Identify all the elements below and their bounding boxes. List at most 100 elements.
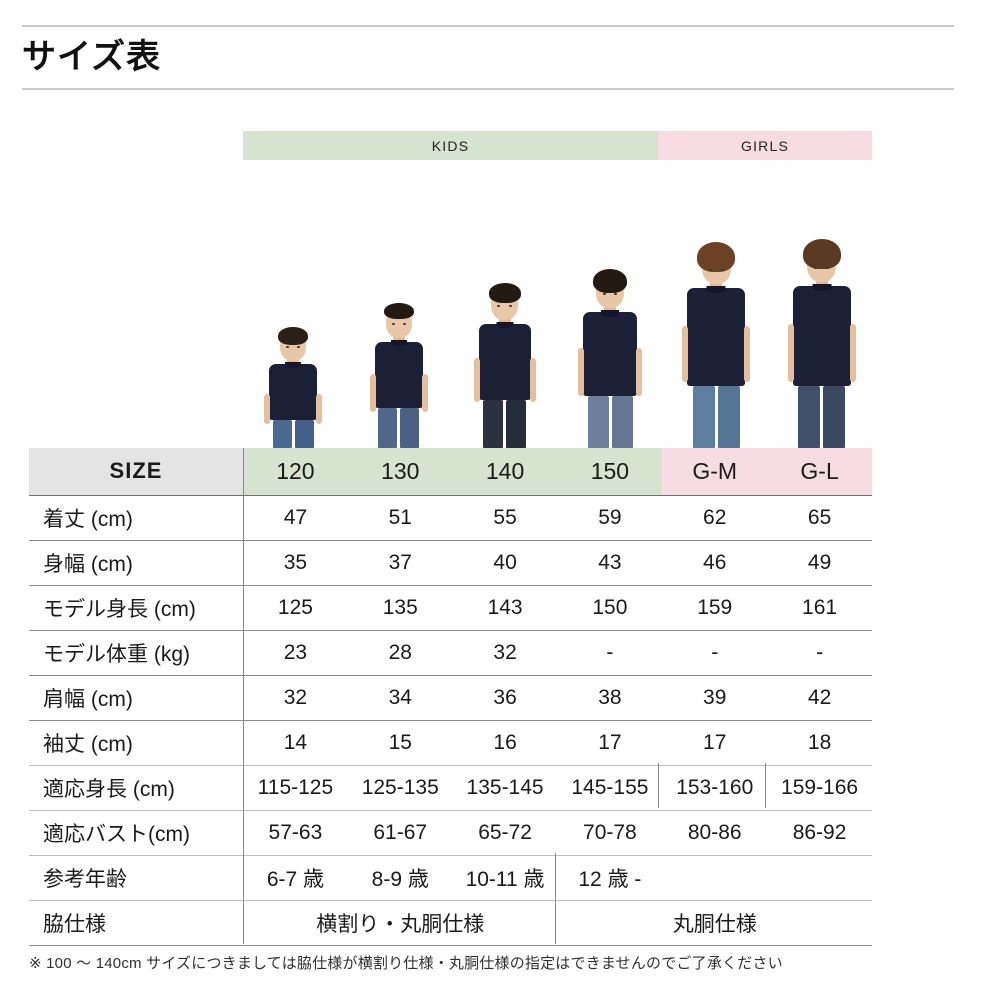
model-photo-strip — [243, 196, 872, 448]
cell-model-weight-130: 28 — [347, 630, 453, 676]
table-row-fit-bust: 適応バスト(cm) 57-63 61-67 65-72 70-78 80-86 … — [29, 810, 872, 856]
cell-fit-bust-120: 57-63 — [243, 810, 348, 856]
cell-katahaba-g-l: 42 — [767, 675, 872, 721]
cell-kitake-120: 47 — [243, 495, 348, 541]
row-label-fit-height: 適応身長 (cm) — [29, 765, 243, 811]
size-table: SIZE 120 130 140 150 G-M G-L 着丈 (cm) 47 … — [29, 448, 872, 946]
cell-ref-age-130: 8-9 歳 — [347, 855, 453, 901]
cell-katahaba-150: 38 — [557, 675, 663, 721]
header-cell-130: 130 — [347, 448, 453, 496]
row-label-sodetake: 袖丈 (cm) — [29, 720, 243, 766]
table-vertical-rule-gl — [765, 763, 766, 808]
cell-fit-height-140: 135-145 — [452, 765, 558, 811]
size-table-header-row: SIZE 120 130 140 150 G-M G-L — [29, 448, 872, 496]
cell-mihaba-130: 37 — [347, 540, 453, 586]
table-vertical-rule-150 — [555, 853, 556, 944]
cell-katahaba-120: 32 — [243, 675, 348, 721]
cell-side-spec-girls: 丸胴仕様 — [557, 900, 872, 946]
cell-kitake-140: 55 — [452, 495, 558, 541]
row-label-fit-bust: 適応バスト(cm) — [29, 810, 243, 856]
cell-model-weight-g-l: - — [767, 630, 872, 676]
header-cell-150: 150 — [557, 448, 663, 496]
cell-fit-height-g-m: 153-160 — [662, 765, 768, 811]
cell-model-height-140: 143 — [452, 585, 558, 631]
row-label-mihaba: 身幅 (cm) — [29, 540, 243, 586]
row-label-kitake: 着丈 (cm) — [29, 495, 243, 541]
cell-model-weight-150: - — [557, 630, 663, 676]
table-row-fit-height: 適応身長 (cm) 115-125 125-135 135-145 145-15… — [29, 765, 872, 811]
cell-mihaba-140: 40 — [452, 540, 558, 586]
cell-mihaba-120: 35 — [243, 540, 348, 586]
table-row-kitake: 着丈 (cm) 47 51 55 59 62 65 — [29, 495, 872, 541]
category-bar-kids: KIDS — [243, 131, 658, 160]
cell-side-spec-kids: 横割り・丸胴仕様 — [243, 900, 558, 946]
cell-fit-bust-g-l: 86-92 — [767, 810, 872, 856]
cell-ref-age-150: 12 歳 - — [557, 855, 663, 901]
row-label-side-spec: 脇仕様 — [29, 900, 243, 946]
cell-sodetake-140: 16 — [452, 720, 558, 766]
row-label-katahaba: 肩幅 (cm) — [29, 675, 243, 721]
cell-ref-age-g-m — [662, 855, 768, 901]
cell-fit-bust-g-m: 80-86 — [662, 810, 768, 856]
cell-ref-age-120: 6-7 歳 — [243, 855, 348, 901]
cell-katahaba-140: 36 — [452, 675, 558, 721]
cell-sodetake-120: 14 — [243, 720, 348, 766]
cell-sodetake-130: 15 — [347, 720, 453, 766]
cell-model-weight-g-m: - — [662, 630, 768, 676]
header-cell-g-m: G-M — [662, 448, 768, 496]
table-row-sodetake: 袖丈 (cm) 14 15 16 17 17 18 — [29, 720, 872, 766]
cell-model-height-120: 125 — [243, 585, 348, 631]
row-label-model-weight: モデル体重 (kg) — [29, 630, 243, 676]
cell-kitake-g-m: 62 — [662, 495, 768, 541]
model-figure-g-m — [666, 242, 766, 448]
cell-fit-bust-130: 61-67 — [347, 810, 453, 856]
cell-fit-height-120: 115-125 — [243, 765, 348, 811]
cell-sodetake-150: 17 — [557, 720, 663, 766]
category-bar-girls: GIRLS — [658, 131, 872, 160]
model-figure-130 — [349, 303, 449, 448]
table-row-model-height: モデル身長 (cm) 125 135 143 150 159 161 — [29, 585, 872, 631]
table-vertical-rule-gm — [658, 763, 659, 808]
cell-mihaba-g-m: 46 — [662, 540, 768, 586]
cell-model-weight-120: 23 — [243, 630, 348, 676]
table-row-model-weight: モデル体重 (kg) 23 28 32 - - - — [29, 630, 872, 676]
cell-model-height-g-m: 159 — [662, 585, 768, 631]
cell-fit-height-130: 125-135 — [347, 765, 453, 811]
header-cell-g-l: G-L — [767, 448, 872, 496]
table-row-ref-age: 参考年齢 6-7 歳 8-9 歳 10-11 歳 12 歳 - — [29, 855, 872, 901]
header-cell-120: 120 — [243, 448, 348, 496]
cell-kitake-130: 51 — [347, 495, 453, 541]
model-figure-g-l — [772, 239, 872, 448]
cell-mihaba-150: 43 — [557, 540, 663, 586]
cell-ref-age-140: 10-11 歳 — [452, 855, 558, 901]
cell-fit-height-150: 145-155 — [557, 765, 663, 811]
cell-ref-age-g-l — [767, 855, 872, 901]
cell-katahaba-g-m: 39 — [662, 675, 768, 721]
table-vertical-rule-label — [243, 448, 244, 944]
cell-model-weight-140: 32 — [452, 630, 558, 676]
model-figure-140 — [455, 283, 555, 448]
cell-fit-bust-140: 65-72 — [452, 810, 558, 856]
cell-kitake-g-l: 65 — [767, 495, 872, 541]
cell-sodetake-g-m: 17 — [662, 720, 768, 766]
cell-model-height-g-l: 161 — [767, 585, 872, 631]
page-title: サイズ表 — [22, 38, 161, 76]
table-row-mihaba: 身幅 (cm) 35 37 40 43 46 49 — [29, 540, 872, 586]
footnote-text: ※ 100 〜 140cm サイズにつきましては脇仕様が横割り仕様・丸胴仕様の指… — [29, 955, 783, 972]
model-figure-120 — [243, 327, 343, 448]
model-figure-150 — [560, 269, 660, 448]
row-label-ref-age: 参考年齢 — [29, 855, 243, 901]
header-cell-size: SIZE — [29, 448, 243, 496]
row-label-model-height: モデル身長 (cm) — [29, 585, 243, 631]
title-rule-bottom — [22, 88, 954, 90]
cell-model-height-150: 150 — [557, 585, 663, 631]
table-row-katahaba: 肩幅 (cm) 32 34 36 38 39 42 — [29, 675, 872, 721]
title-rule-top — [22, 25, 954, 27]
cell-katahaba-130: 34 — [347, 675, 453, 721]
header-cell-140: 140 — [452, 448, 558, 496]
category-bar-group: KIDS GIRLS — [243, 131, 872, 160]
table-row-side-spec: 脇仕様 横割り・丸胴仕様 丸胴仕様 — [29, 900, 872, 946]
cell-kitake-150: 59 — [557, 495, 663, 541]
cell-model-height-130: 135 — [347, 585, 453, 631]
cell-fit-bust-150: 70-78 — [557, 810, 663, 856]
